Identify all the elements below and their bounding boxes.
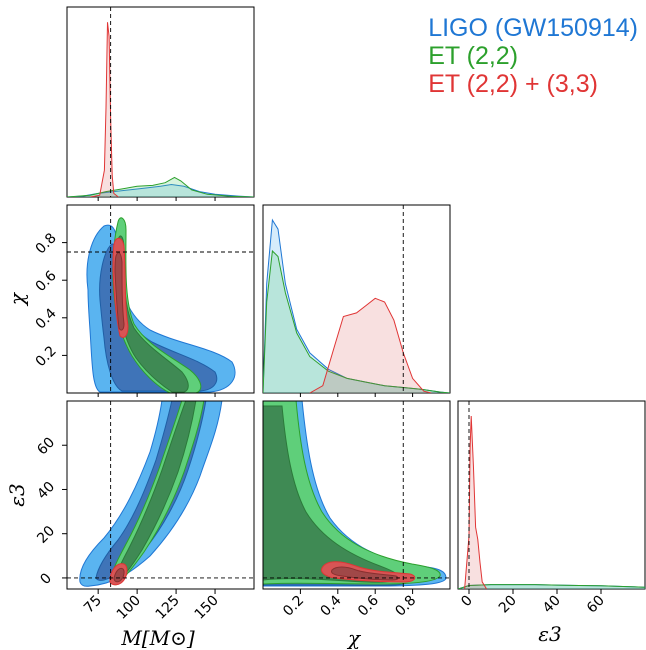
x-tick-label: 40 bbox=[540, 593, 564, 617]
marginal-line-eps3-2 bbox=[464, 415, 488, 589]
y-axis-label-chi: χ bbox=[5, 291, 29, 307]
marginal-fill-chi-2 bbox=[309, 298, 432, 393]
x-tick-label: 0.8 bbox=[392, 593, 419, 620]
y-axis-label-eps3: ε3 bbox=[5, 483, 29, 506]
axes-frame bbox=[262, 400, 451, 590]
y-tick-label: 0 bbox=[37, 570, 55, 588]
marginal-chi bbox=[263, 218, 450, 393]
legend: LIGO (GW150914) ET (2,2) ET (2,2) + (3,3… bbox=[428, 14, 638, 98]
marginal-fill-eps3-0 bbox=[458, 584, 645, 589]
legend-entry-ligo: LIGO (GW150914) bbox=[428, 14, 638, 42]
x-tick-label: 100 bbox=[114, 593, 144, 623]
x-tick-label: 125 bbox=[153, 593, 183, 623]
x-axis-label-eps3: ε3 bbox=[538, 622, 561, 646]
marginal-eps3 bbox=[458, 415, 645, 589]
marginal-fill-eps3-2 bbox=[464, 416, 487, 589]
legend-entry-et22: ET (2,2) bbox=[428, 42, 519, 70]
x-tick-label: 0 bbox=[458, 593, 476, 611]
x-tick-label: 0.6 bbox=[355, 592, 382, 619]
y-tick-label: 0.2 bbox=[33, 343, 60, 370]
marginal-line-M-1 bbox=[67, 176, 254, 197]
marginal-line-M-2 bbox=[90, 22, 119, 197]
y-tick-label: 0.6 bbox=[33, 268, 60, 295]
y-tick-label: 0.4 bbox=[33, 305, 60, 332]
contour-et2233-inner bbox=[331, 566, 399, 581]
contour-et22-inner bbox=[263, 405, 399, 583]
x-tick-label: 0.4 bbox=[318, 592, 345, 619]
marginal-fill-eps3-1 bbox=[458, 584, 645, 589]
x-tick-label: 20 bbox=[496, 593, 520, 617]
panel-eps3-vs-M bbox=[79, 401, 223, 587]
axes-frame bbox=[262, 204, 451, 394]
x-tick-label: 150 bbox=[192, 593, 222, 623]
axes-frame bbox=[66, 204, 255, 394]
x-axis-label-chi: χ bbox=[346, 626, 362, 650]
panel-chi-vs-M bbox=[86, 217, 236, 393]
marginal-fill-chi-0 bbox=[263, 220, 450, 393]
y-tick-label: 40 bbox=[34, 479, 58, 503]
axes-frame bbox=[66, 400, 255, 590]
marginal-fill-chi-1 bbox=[263, 251, 450, 393]
x-axis-label-M: M[M⊙] bbox=[120, 626, 195, 650]
y-tick-label: 0.8 bbox=[33, 230, 60, 257]
x-tick-label: 0.2 bbox=[280, 593, 307, 620]
marginal-line-eps3-1 bbox=[458, 584, 645, 589]
y-tick-label: 60 bbox=[34, 434, 58, 458]
axes-frame bbox=[457, 400, 646, 590]
panel-eps3-vs-chi bbox=[263, 401, 447, 587]
marginal-line-chi-1 bbox=[263, 249, 450, 393]
x-tick-label: 75 bbox=[81, 593, 105, 617]
marginal-line-chi-2 bbox=[309, 297, 432, 393]
x-tick-label: 60 bbox=[584, 593, 608, 617]
marginal-M bbox=[67, 22, 254, 197]
contour-et2233-inner bbox=[114, 252, 125, 331]
axes-frame bbox=[66, 6, 255, 198]
y-tick-label: 20 bbox=[34, 523, 58, 547]
contour-et2233-inner bbox=[113, 567, 125, 583]
legend-entry-et2233: ET (2,2) + (3,3) bbox=[428, 70, 598, 98]
